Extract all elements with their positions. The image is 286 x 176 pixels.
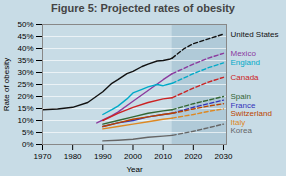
svg-text:30%: 30% bbox=[17, 68, 33, 77]
svg-text:25%: 25% bbox=[17, 80, 33, 89]
svg-text:40%: 40% bbox=[17, 44, 33, 53]
svg-text:France: France bbox=[230, 100, 256, 110]
svg-text:35%: 35% bbox=[17, 56, 33, 65]
svg-text:Italy: Italy bbox=[230, 117, 246, 127]
svg-text:2020: 2020 bbox=[184, 152, 202, 161]
svg-text:Switzerland: Switzerland bbox=[230, 109, 272, 119]
html-text:Figure 5: Projected rates of o: Figure 5: Projected rates of obesity bbox=[51, 2, 235, 14]
svg-text:5%: 5% bbox=[22, 128, 34, 137]
svg-text:1990: 1990 bbox=[94, 152, 112, 161]
svg-text:20%: 20% bbox=[17, 92, 33, 101]
svg-text:Year: Year bbox=[126, 165, 143, 174]
svg-text:2010: 2010 bbox=[154, 152, 172, 161]
svg-text:1980: 1980 bbox=[64, 152, 82, 161]
svg-text:45%: 45% bbox=[17, 32, 33, 41]
svg-text:England: England bbox=[231, 58, 260, 67]
svg-text:United States: United States bbox=[231, 30, 279, 39]
svg-text:10%: 10% bbox=[17, 116, 33, 125]
svg-text:50%: 50% bbox=[17, 20, 33, 29]
svg-text:15%: 15% bbox=[17, 104, 33, 113]
svg-text:Korea: Korea bbox=[231, 126, 253, 135]
svg-text:2000: 2000 bbox=[124, 152, 142, 161]
svg-text:Rate of obesity: Rate of obesity bbox=[2, 58, 11, 111]
svg-text:Spain: Spain bbox=[230, 92, 251, 102]
svg-text:Mexico: Mexico bbox=[231, 49, 257, 58]
svg-text:2030: 2030 bbox=[215, 152, 233, 161]
svg-text:1970: 1970 bbox=[34, 152, 52, 161]
svg-text:Canada: Canada bbox=[231, 73, 260, 82]
svg-text:0%: 0% bbox=[22, 140, 34, 149]
